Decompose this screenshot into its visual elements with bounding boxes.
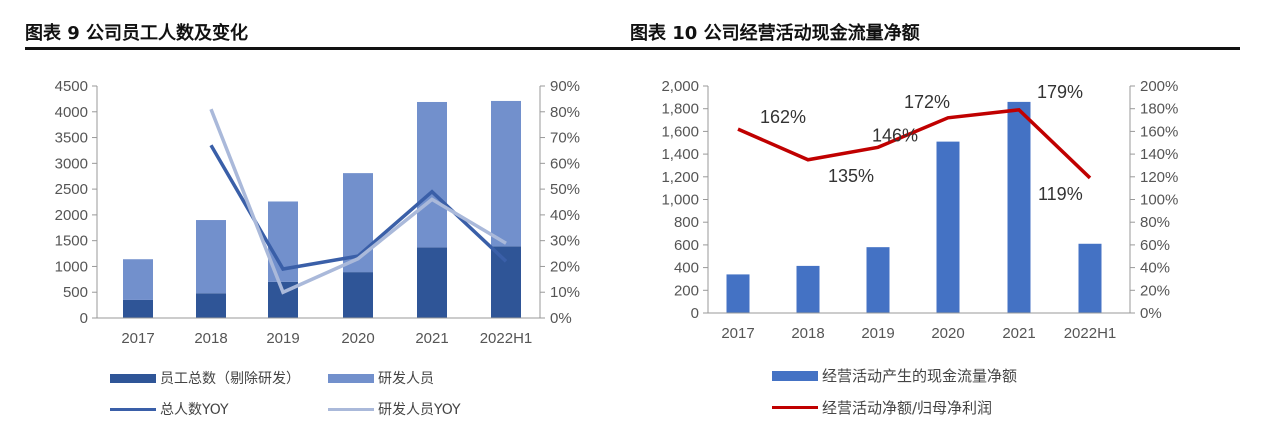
- right-data-label: 135%: [828, 166, 874, 186]
- right-x-tick-label: 2021: [1002, 325, 1035, 342]
- left-bar: [417, 247, 447, 318]
- left-y-tick-label: 1500: [55, 233, 88, 250]
- left-y-tick-label: 4500: [55, 78, 88, 95]
- left-y2-tick-label: 50%: [550, 181, 580, 198]
- right-y2-tick-label: 60%: [1140, 237, 1170, 254]
- right-y-tick-label: 0: [691, 305, 699, 322]
- legend-label: 研发人员: [378, 371, 434, 387]
- left-y2-tick-label: 0%: [550, 310, 572, 327]
- right-bar: [936, 141, 960, 313]
- right-y2-tick-label: 0%: [1140, 305, 1162, 322]
- left-y-tick-label: 2000: [55, 207, 88, 224]
- right-y2-tick-label: 180%: [1140, 101, 1178, 118]
- left-x-tick-label: 2021: [415, 330, 448, 347]
- legend-swatch: [328, 407, 374, 411]
- left-y-tick-label: 3500: [55, 130, 88, 147]
- right-bar: [1007, 101, 1031, 313]
- left-bar: [123, 299, 153, 318]
- left-bar: [123, 259, 153, 300]
- left-y2-tick-label: 20%: [550, 258, 580, 275]
- right-data-label: 162%: [760, 107, 806, 127]
- legend-label: 员工总数（剔除研发）: [160, 371, 300, 387]
- legend-item-staff: 员工总数（剔除研发）: [110, 368, 300, 388]
- right-y2-tick-label: 120%: [1140, 169, 1178, 186]
- right-x-tick-label: 2020: [931, 325, 964, 342]
- left-y-tick-label: 2500: [55, 181, 88, 198]
- legend-item-rnd: 研发人员: [328, 368, 434, 388]
- left-x-tick-label: 2018: [194, 330, 227, 347]
- right-bar: [1078, 243, 1102, 313]
- right-bar: [726, 274, 750, 313]
- legend-item-rnd-yoy: 研发人员YOY: [328, 399, 461, 419]
- right-data-label: 179%: [1037, 82, 1083, 102]
- right-y-tick-label: 1,400: [661, 146, 699, 163]
- right-y2-tick-label: 160%: [1140, 123, 1178, 140]
- legend-swatch: [772, 406, 818, 409]
- right-y-tick-label: 1,200: [661, 169, 699, 186]
- right-y-tick-label: 800: [674, 214, 699, 231]
- left-y2-tick-label: 90%: [550, 78, 580, 95]
- left-x-tick-label: 2020: [341, 330, 374, 347]
- right-data-label: 119%: [1038, 184, 1083, 204]
- right-y2-tick-label: 140%: [1140, 146, 1178, 163]
- right-y-tick-label: 400: [674, 260, 699, 277]
- left-y2-tick-label: 60%: [550, 155, 580, 172]
- legend-item-total-yoy: 总人数YOY: [110, 399, 229, 419]
- right-data-label: 146%: [872, 125, 918, 145]
- right-y-tick-label: 2,000: [661, 78, 699, 95]
- right-y-tick-label: 200: [674, 282, 699, 299]
- left-y2-tick-label: 10%: [550, 284, 580, 301]
- left-y2-tick-label: 30%: [550, 233, 580, 250]
- legend-swatch: [772, 370, 818, 381]
- right-x-tick-label: 2018: [791, 325, 824, 342]
- right-y2-tick-label: 40%: [1140, 260, 1170, 277]
- left-y-tick-label: 0: [80, 310, 88, 327]
- legend-swatch: [110, 407, 156, 411]
- right-y2-tick-label: 80%: [1140, 214, 1170, 231]
- right-data-label: 172%: [904, 92, 950, 112]
- left-x-tick-label: 2022H1: [480, 330, 533, 347]
- right-x-tick-label: 2017: [721, 325, 754, 342]
- legend-swatch: [110, 373, 156, 383]
- right-y-tick-label: 1,600: [661, 123, 699, 140]
- left-y2-tick-label: 40%: [550, 207, 580, 224]
- right-x-tick-label: 2022H1: [1064, 325, 1117, 342]
- left-y2-tick-label: 80%: [550, 104, 580, 121]
- right-bar: [866, 247, 890, 313]
- legend-item-ratio: 经营活动净额/归母净利润: [772, 397, 992, 418]
- left-bar: [196, 293, 226, 318]
- legend-label: 总人数YOY: [160, 402, 229, 418]
- left-x-tick-label: 2019: [266, 330, 299, 347]
- legend-swatch: [328, 373, 374, 383]
- right-y-tick-label: 600: [674, 237, 699, 254]
- legend-label: 经营活动产生的现金流量净额: [822, 367, 1018, 385]
- left-y-tick-label: 4000: [55, 104, 88, 121]
- left-x-tick-label: 2017: [121, 330, 154, 347]
- right-chart-title: 图表 10 公司经营活动现金流量净额: [630, 23, 920, 44]
- left-bar: [343, 272, 373, 318]
- left-y2-tick-label: 70%: [550, 130, 580, 147]
- right-y2-tick-label: 20%: [1140, 282, 1170, 299]
- legend-item-cashflow: 经营活动产生的现金流量净额: [772, 365, 1017, 386]
- left-y-tick-label: 500: [63, 284, 88, 301]
- right-x-tick-label: 2019: [861, 325, 894, 342]
- left-bar: [491, 246, 521, 318]
- right-y-tick-label: 1,000: [661, 192, 699, 209]
- legend-label: 研发人员YOY: [378, 402, 461, 418]
- header-divider: [25, 47, 1240, 50]
- right-bar: [796, 265, 820, 313]
- right-y2-tick-label: 200%: [1140, 78, 1178, 95]
- left-y-tick-label: 1000: [55, 258, 88, 275]
- left-bar: [491, 100, 521, 247]
- left-y-tick-label: 3000: [55, 155, 88, 172]
- left-chart-title: 图表 9 公司员工人数及变化: [25, 23, 249, 44]
- right-y-tick-label: 1,800: [661, 101, 699, 118]
- left-bar: [196, 220, 226, 294]
- right-line-series: [737, 108, 1092, 180]
- legend-label: 经营活动净额/归母净利润: [822, 399, 993, 417]
- right-y2-tick-label: 100%: [1140, 192, 1178, 209]
- left-bar: [417, 101, 447, 248]
